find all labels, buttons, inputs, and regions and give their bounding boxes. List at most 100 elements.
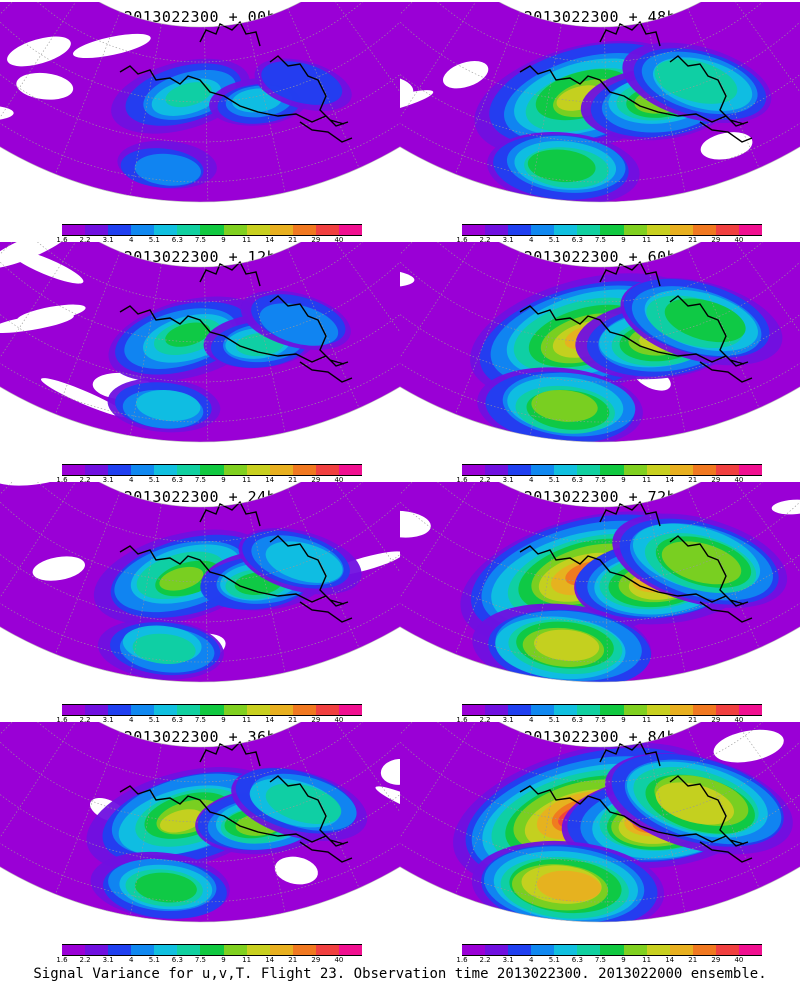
colorbar-swatch <box>623 705 647 715</box>
colorbar-swatch <box>223 465 247 475</box>
panel-title: 2013022300 + 24h <box>123 488 277 506</box>
variance-map <box>0 2 400 203</box>
colorbar-tick-label: 29 <box>711 716 721 724</box>
variance-map <box>0 482 400 683</box>
colorbar-swatch <box>177 225 201 235</box>
colorbar-tick-label: 6.3 <box>171 716 183 724</box>
colorbar-tick-label: 5.1 <box>148 236 160 244</box>
colorbar-tick-label: 14 <box>665 956 675 964</box>
colorbar-swatch <box>531 225 555 235</box>
colorbar-swatch <box>577 945 601 955</box>
colorbar <box>462 944 763 956</box>
colorbar-tick-label: 7.5 <box>194 716 207 724</box>
colorbar-tick-label: 6.3 <box>171 476 183 484</box>
variance-map <box>400 2 800 203</box>
colorbar-tick-label: 2.2 <box>479 956 491 964</box>
colorbar-swatch <box>62 705 86 715</box>
colorbar-swatch <box>646 225 670 235</box>
coastline <box>119 20 353 143</box>
colorbar-tick-label: 29 <box>311 716 321 724</box>
panel-title: 2013022300 + 84h <box>523 728 677 746</box>
colorbar-swatch <box>338 945 363 955</box>
colorbar-swatch <box>715 225 739 235</box>
coastline <box>119 740 353 863</box>
colorbar-tick-label: 2.2 <box>79 716 91 724</box>
colorbar-swatch <box>246 225 270 235</box>
colorbar-tick-label: 6.3 <box>171 956 183 964</box>
colorbar-swatch <box>692 945 716 955</box>
colorbar-swatch <box>623 465 647 475</box>
colorbar-swatch <box>646 465 670 475</box>
variance-map <box>400 482 800 683</box>
colorbar-swatch <box>715 945 739 955</box>
colorbar-tick-label: 2.2 <box>479 236 491 244</box>
colorbar-tick-label: 6.3 <box>571 956 583 964</box>
colorbar-swatch <box>131 225 155 235</box>
colorbar-swatch <box>177 465 201 475</box>
colorbar-swatch <box>338 705 363 715</box>
colorbar <box>62 944 363 956</box>
colorbar-tick-label: 1.6 <box>456 716 468 724</box>
colorbar-swatch <box>462 465 486 475</box>
colorbar-labels: 1.6 2.2 3.1 4 5.1 6.3 7.5 9 11 14 21 29 40 <box>456 236 762 246</box>
colorbar-swatch <box>154 225 178 235</box>
forecast-panel: 2013022300 + 48h 1.6 2.2 3.1 4 5.1 6.3 7.5 9 11 14… <box>400 2 800 247</box>
colorbar-tick-label: 9 <box>621 716 626 724</box>
colorbar-tick-label: 5.1 <box>148 716 160 724</box>
colorbar-tick-label: 14 <box>265 236 275 244</box>
colorbar-tick-label: 6.3 <box>571 716 583 724</box>
colorbar-swatch <box>131 705 155 715</box>
colorbar-swatch <box>577 705 601 715</box>
variance-map <box>400 242 800 443</box>
colorbar-tick-label: 4 <box>528 716 534 724</box>
colorbar-tick-label: 29 <box>711 476 721 484</box>
colorbar-tick-label: 11 <box>642 236 652 244</box>
colorbar-tick-label: 29 <box>711 956 721 964</box>
colorbar-tick-label: 29 <box>311 236 321 244</box>
colorbar-swatch <box>200 225 224 235</box>
colorbar-tick-label: 40 <box>734 476 744 484</box>
colorbar-tick-label: 3.1 <box>102 956 114 964</box>
colorbar-tick-label: 40 <box>334 716 344 724</box>
colorbar-tick-label: 14 <box>265 956 275 964</box>
colorbar-labels: 1.6 2.2 3.1 4 5.1 6.3 7.5 9 11 14 21 29 40 <box>456 956 762 966</box>
colorbar-swatch <box>131 465 155 475</box>
colorbar-tick-label: 4 <box>528 956 534 964</box>
colorbar-tick-label: 9 <box>221 476 226 484</box>
colorbar-tick-label: 3.1 <box>502 236 514 244</box>
colorbar-tick-label: 9 <box>221 236 226 244</box>
colorbar-tick-label: 6.3 <box>571 476 583 484</box>
colorbar-tick-label: 4 <box>128 476 134 484</box>
colorbar-tick-label: 1.6 <box>56 476 68 484</box>
colorbar-tick-label: 14 <box>665 236 675 244</box>
colorbar-swatch <box>692 705 716 715</box>
forecast-panel: 2013022300 + 00h 1.6 2.2 3.1 4 5.1 6.3 7.5 9 11 14… <box>0 2 400 247</box>
colorbar <box>462 704 763 716</box>
colorbar-tick-label: 3.1 <box>502 476 514 484</box>
colorbar-labels: 1.6 2.2 3.1 4 5.1 6.3 7.5 9 11 14 21 29 40 <box>56 236 362 246</box>
forecast-panel: 2013022300 + 36h 1.6 2.2 3.1 4 5.1 6.3 7.5 9 11 14… <box>0 722 400 967</box>
colorbar-swatch <box>600 225 624 235</box>
colorbar-swatch <box>338 465 363 475</box>
colorbar-swatch <box>292 945 316 955</box>
forecast-panel: 2013022300 + 60h 1.6 2.2 3.1 4 5.1 6.3 7.5 9 11 14… <box>400 242 800 487</box>
colorbar-swatch <box>85 945 109 955</box>
coastline <box>519 740 753 863</box>
colorbar-swatch <box>292 465 316 475</box>
colorbar-swatch <box>485 225 509 235</box>
colorbar-tick-label: 3.1 <box>102 236 114 244</box>
colorbar-swatch <box>669 945 693 955</box>
colorbar-tick-label: 7.5 <box>594 476 607 484</box>
colorbar-swatch <box>531 705 555 715</box>
colorbar-labels: 1.6 2.2 3.1 4 5.1 6.3 7.5 9 11 14 21 29 40 <box>456 716 762 726</box>
colorbar-tick-label: 21 <box>688 476 698 484</box>
colorbar-tick-label: 2.2 <box>79 956 91 964</box>
colorbar-swatch <box>715 705 739 715</box>
colorbar-swatch <box>554 945 578 955</box>
colorbar-tick-label: 40 <box>734 716 744 724</box>
colorbar-swatch <box>62 225 86 235</box>
colorbar-tick-label: 7.5 <box>194 476 207 484</box>
colorbar-tick-label: 14 <box>265 476 275 484</box>
colorbar-tick-label: 5.1 <box>148 476 160 484</box>
colorbar-swatch <box>223 945 247 955</box>
